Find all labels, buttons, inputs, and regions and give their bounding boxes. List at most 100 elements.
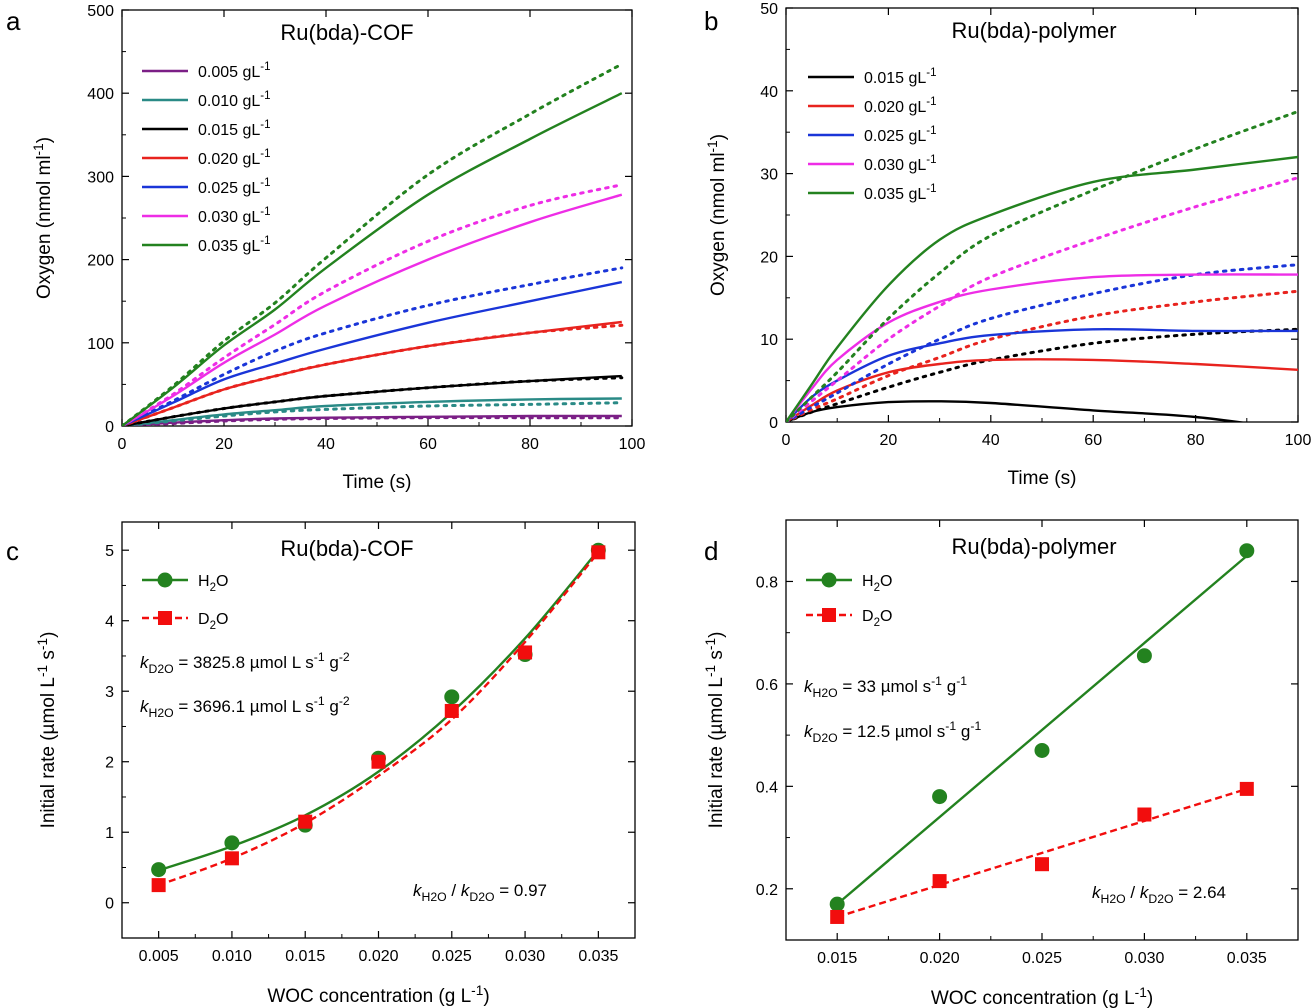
annotation: kH2O / kD2O = 0.97 [413,881,547,904]
chart-title: Ru(bda)-COF [280,536,413,561]
data-point-D2O [298,814,313,829]
series-solid-0.020 gL-1 [122,320,622,426]
y-tick-label: 10 [760,332,778,349]
x-tick-label: 0.020 [358,948,398,965]
legend-label: 0.005 gL-1 [198,61,271,81]
x-tick-label: 0.030 [505,948,545,965]
y-tick-label: 5 [105,543,114,560]
annotation: kH2O = 33 µmol s-1 g-1 [804,674,967,700]
legend-label: D2O [862,608,892,629]
annotation: kD2O = 3825.8 µmol L s-1 g-2 [140,650,350,676]
series-dotted-0.025 gL-1 [122,266,624,426]
x-tick-label: 0 [782,432,791,449]
legend-label: 0.020 gL-1 [864,96,937,116]
y-tick-label: 30 [760,167,778,184]
chart-title: Ru(bda)-COF [280,20,413,45]
x-tick-label: 0.015 [817,950,857,967]
x-tick-label: 80 [1187,432,1205,449]
series-dotted-0.015 gL-1 [786,327,1298,422]
x-tick-label: 100 [1285,432,1312,449]
x-tick-label: 0.025 [1022,950,1062,967]
legend-marker [157,572,173,588]
y-tick-label: 40 [760,84,778,101]
chart-title: Ru(bda)-polymer [951,534,1116,559]
x-axis-title: WOC concentration (g L-1) [931,985,1153,1008]
y-tick-label: 0 [105,419,114,436]
data-point-H2O [1136,648,1152,664]
legend-label: 0.015 gL-1 [864,67,937,87]
y-tick-label: 50 [760,1,778,18]
panel-b: b 0 20 40 60 80 100 0 10 20 30 40 50 Ru(bda)-polymer 0… [704,1,1311,489]
y-axis-title: Initial rate (µmol L-1 s-1) [703,632,727,829]
legend-label: D2O [198,611,228,632]
legend-label: 0.035 gL-1 [864,183,937,203]
panel-c: c 0.005 0.010 0.015 0.020 0.025 0.030 0.035 0 1 2 3… [6,521,636,1007]
y-tick-label: 100 [87,336,114,353]
x-tick-label: 40 [982,432,1000,449]
y-tick-label: 20 [760,249,778,266]
series-group [786,110,1298,422]
y-tick-label: 0.6 [756,677,778,694]
data-point-D2O [830,909,845,924]
y-tick-label: 0 [769,415,778,432]
legend-label: 0.035 gL-1 [198,235,271,255]
data-point-H2O [151,862,167,878]
data-point-D2O [591,545,606,560]
data-point-H2O [1239,543,1255,559]
legend-label: 0.030 gL-1 [198,206,271,226]
x-tick-label: 0.010 [212,948,252,965]
series-solid-0.025 gL-1 [122,280,623,426]
y-tick-label: 500 [87,3,114,20]
legend: H2O D2O [806,572,892,629]
series-dotted-0.020 gL-1 [122,323,624,426]
panel-letter: b [704,6,718,36]
y-tick-label: 0.4 [756,779,778,796]
series-dotted-0.035 gL-1 [122,62,624,426]
data-point-D2O [1239,781,1254,796]
x-tick-label: 0.005 [139,948,179,965]
legend: H2O D2O [142,572,228,632]
legend-label: H2O [198,573,228,594]
annotation: kH2O = 3696.1 µmol L s-1 g-2 [140,694,350,720]
y-tick-label: 300 [87,169,114,186]
series-dotted-0.030 gL-1 [786,176,1298,422]
data-point-D2O [224,851,239,866]
series-solid-0.035 gL-1 [786,155,1298,422]
x-axis-title: Time (s) [343,472,412,493]
data-point-D2O [932,874,947,889]
series-solid-0.025 gL-1 [786,327,1298,422]
legend-marker [822,608,836,622]
data-point-D2O [1137,807,1152,822]
x-tick-label: 80 [521,436,539,453]
series-dotted-0.020 gL-1 [786,289,1298,422]
panel-letter: a [6,6,21,36]
legend: 0.015 gL-1 0.020 gL-1 0.025 gL-1 0.030 gL-1… [808,67,937,203]
x-tick-label: 0 [118,436,127,453]
data-point-D2O [444,703,459,718]
legend-label: 0.030 gL-1 [864,154,937,174]
legend-label: H2O [862,573,892,594]
panel-letter: c [6,536,19,566]
y-tick-label: 3 [105,684,114,701]
y-tick-label: 400 [87,86,114,103]
annotation: kH2O / kD2O = 2.64 [1092,883,1226,906]
data-point-H2O [444,689,460,705]
series-solid-0.020 gL-1 [786,358,1298,422]
panel-letter: d [704,536,718,566]
x-tick-label: 0.030 [1124,950,1164,967]
data-point-D2O [371,754,386,769]
data-point-D2O [518,645,533,660]
y-axis-title: Oxygen (nmol ml-1) [705,134,729,296]
legend-label: 0.010 gL-1 [198,90,271,110]
y-tick-label: 0.2 [756,882,778,899]
series-dotted-0.025 gL-1 [786,263,1298,422]
y-axis-title: Initial rate (µmol L-1 s-1) [35,632,59,829]
series-dotted-0.035 gL-1 [786,110,1298,422]
y-tick-label: 0 [105,896,114,913]
data-point-H2O [932,789,948,805]
legend-label: 0.025 gL-1 [198,177,271,197]
legend-marker [821,572,837,588]
x-tick-label: 0.020 [920,950,960,967]
x-tick-label: 0.025 [432,948,472,965]
